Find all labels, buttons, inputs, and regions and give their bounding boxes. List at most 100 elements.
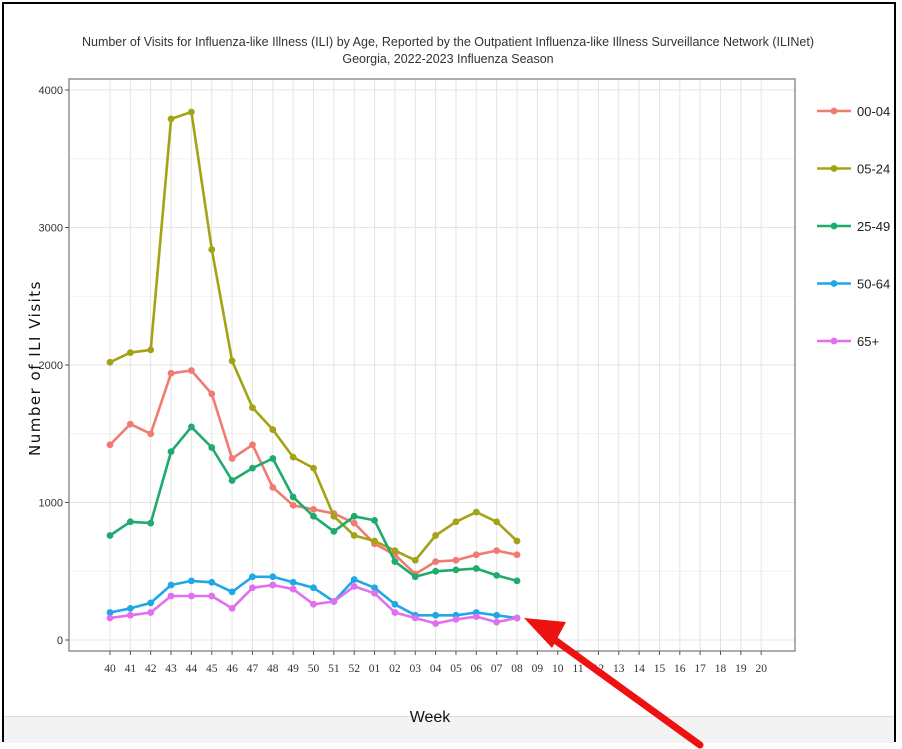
data-point-65 [432, 620, 439, 627]
data-point-65 [106, 614, 114, 622]
x-tick-label: 13 [613, 663, 625, 675]
data-point-00-04 [208, 390, 216, 398]
data-point-50-64 [167, 581, 175, 589]
data-point-25-49 [147, 519, 155, 527]
data-point-05-24 [391, 547, 399, 555]
data-point-05-24 [167, 115, 175, 123]
data-point-50-64 [188, 577, 195, 585]
data-point-65 [228, 604, 236, 612]
x-tick-label: 10 [552, 663, 564, 675]
data-point-65 [411, 614, 419, 622]
legend-label-25-49: 25-49 [857, 219, 890, 234]
x-axis-label: Week [410, 709, 452, 726]
data-point-25-49 [411, 573, 419, 581]
x-tick-label: 44 [186, 663, 198, 675]
data-point-25-49 [472, 565, 480, 572]
data-point-05-24 [310, 464, 317, 472]
x-tick-label: 15 [654, 663, 666, 675]
data-point-00-04 [188, 367, 195, 374]
x-tick-label: 04 [430, 663, 442, 675]
data-point-50-64 [106, 609, 114, 616]
data-point-25-49 [350, 512, 358, 520]
data-point-00-04 [269, 483, 277, 491]
data-point-25-49 [106, 532, 114, 539]
data-point-05-24 [411, 556, 419, 564]
data-point-65 [371, 589, 378, 597]
data-point-50-64 [208, 578, 216, 586]
legend-marker-05-24 [830, 165, 838, 172]
data-point-25-49 [391, 558, 399, 566]
data-point-65 [269, 581, 277, 589]
data-point-50-64 [493, 611, 501, 619]
data-point-25-49 [269, 455, 277, 462]
data-point-50-64 [289, 578, 297, 586]
data-point-00-04 [350, 519, 358, 527]
data-point-00-04 [472, 551, 480, 559]
data-point-05-24 [513, 537, 521, 545]
x-tick-label: 14 [633, 663, 645, 675]
data-point-00-04 [147, 430, 155, 438]
x-tick-label: 45 [206, 663, 218, 675]
data-point-25-49 [126, 518, 134, 526]
data-point-50-64 [228, 588, 236, 596]
data-point-65 [493, 618, 501, 626]
y-axis-label: Number of ILI Visits [26, 280, 44, 456]
x-tick-label: 51 [328, 663, 340, 675]
data-point-25-49 [208, 444, 216, 451]
data-point-50-64 [147, 599, 155, 607]
data-point-65 [147, 609, 155, 616]
data-point-25-49 [289, 493, 297, 501]
x-tick-label: 16 [674, 663, 686, 675]
data-point-05-24 [269, 426, 277, 434]
data-point-05-24 [432, 532, 439, 539]
data-point-65 [513, 614, 521, 622]
data-point-05-24 [452, 518, 460, 526]
data-point-00-04 [126, 420, 134, 428]
data-point-50-64 [391, 600, 399, 608]
x-tick-label: 40 [104, 663, 116, 675]
data-point-05-24 [147, 346, 155, 354]
legend-label-05-24: 05-24 [857, 162, 890, 177]
x-tick-label: 48 [267, 663, 279, 675]
x-tick-label: 47 [247, 663, 259, 675]
y-tick-label: 1000 [39, 498, 63, 510]
data-point-50-64 [310, 584, 317, 592]
data-point-25-49 [432, 567, 439, 575]
data-point-05-24 [249, 404, 256, 412]
data-point-00-04 [228, 455, 236, 462]
data-point-65 [330, 598, 338, 605]
data-point-25-49 [167, 448, 175, 456]
data-point-65 [167, 592, 175, 600]
data-point-50-64 [371, 584, 378, 592]
x-tick-label: 43 [165, 663, 177, 675]
x-tick-label: 06 [471, 663, 483, 675]
data-point-25-49 [330, 527, 338, 535]
y-tick-label: 4000 [39, 85, 63, 97]
data-point-50-64 [249, 573, 256, 581]
data-point-25-49 [493, 571, 501, 579]
data-point-25-49 [513, 577, 521, 585]
x-tick-label: 02 [389, 663, 401, 675]
x-tick-label: 11 [573, 663, 584, 675]
y-tick-label: 3000 [39, 223, 63, 235]
x-tick-label: 42 [145, 663, 157, 675]
data-point-50-64 [269, 573, 277, 581]
chart-title: Number of Visits for Influenza-like Illn… [82, 35, 814, 49]
data-point-05-24 [289, 453, 297, 461]
data-point-00-04 [289, 501, 297, 509]
data-point-00-04 [167, 369, 175, 377]
x-tick-label: 01 [369, 663, 381, 675]
x-tick-label: 07 [491, 663, 503, 675]
data-point-05-24 [106, 358, 114, 366]
x-tick-label: 19 [735, 663, 747, 675]
x-tick-label: 52 [348, 663, 360, 675]
legend-marker-50-64 [830, 280, 838, 287]
legend-label-50-64: 50-64 [857, 277, 890, 292]
x-tick-label: 17 [694, 663, 706, 675]
data-point-05-24 [330, 512, 338, 520]
data-point-25-49 [310, 512, 317, 520]
data-point-05-24 [188, 108, 195, 116]
data-point-50-64 [350, 576, 358, 583]
chart-subtitle: Georgia, 2022-2023 Influenza Season [342, 52, 553, 66]
data-point-65 [452, 615, 460, 623]
